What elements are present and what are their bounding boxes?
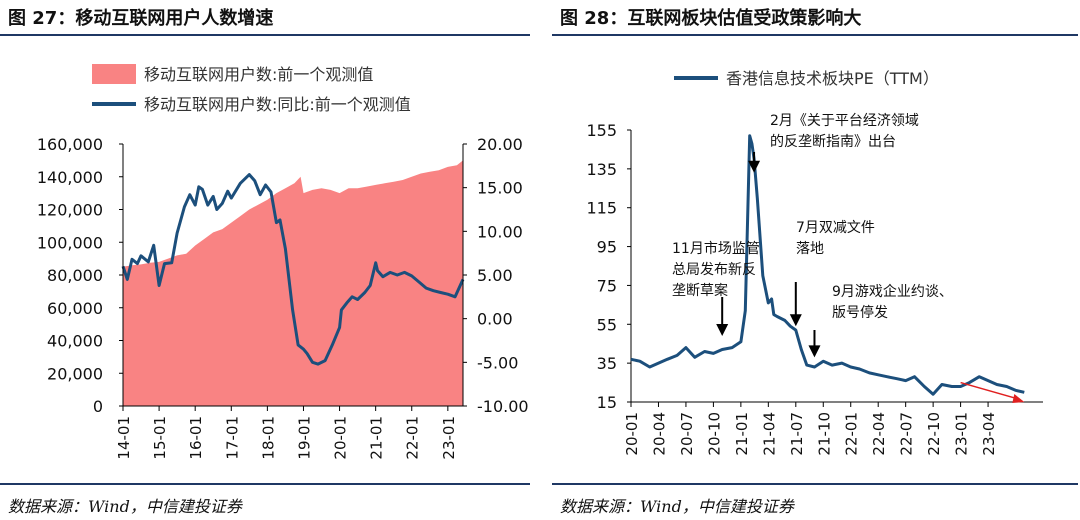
x-tick-label: 23-01 [440, 416, 458, 460]
y-right-tick-label: 0.00 [477, 310, 513, 329]
bottom-divider [552, 483, 1078, 485]
y-left-tick-label: 140,000 [37, 168, 103, 187]
legend-label: 移动互联网用户数:前一个观测值 [144, 65, 373, 84]
x-tick-label: 20-07 [678, 412, 696, 456]
y-tick-label: 135 [586, 160, 617, 179]
source-note: 数据来源：Wind，中信建投证券 [560, 497, 794, 516]
y-right-tick-label: -10.00 [477, 397, 529, 416]
annotation-text: 的反垄断指南》出台 [770, 134, 896, 150]
annotation-text: 2月《关于平台经济领域 [770, 113, 919, 129]
y-right-tick-label: 10.00 [477, 222, 523, 241]
x-tick-label: 21-10 [815, 412, 833, 456]
y-left-tick-label: 160,000 [37, 135, 103, 154]
annotation-text: 垄断草案 [672, 282, 728, 299]
annotation-arrow-head [808, 345, 821, 358]
annotation-text: 落地 [796, 241, 824, 257]
y-right-tick-label: 5.00 [477, 266, 513, 285]
pe-valuation-chart: 香港信息技术板块PE（TTM） 155 135 115 95 75 55 35 15 20-01 2… [586, 69, 1043, 456]
x-tick-label: 15-01 [151, 416, 169, 460]
x-tick-label: 20-04 [650, 412, 668, 456]
x-tick-label: 14-01 [115, 416, 133, 460]
x-tick-label: 21-01 [733, 412, 751, 456]
x-tick-label: 19-01 [295, 416, 313, 460]
figure-28-title: 图 28：互联网板块估值受政策影响大 [560, 8, 862, 29]
x-tick-label: 22-07 [898, 412, 916, 456]
x-tick-label: 18-01 [259, 416, 277, 460]
figure-27-panel: 图 27：移动互联网用户人数增速 移动互联网用户数:前一个观测值 移动互联网用户数… [0, 0, 535, 520]
y-left-tick-label: 60,000 [47, 299, 103, 318]
annotation-text: 7月双减文件 [796, 220, 875, 236]
x-tick-label: 16-01 [187, 416, 205, 460]
legend-label: 香港信息技术板块PE（TTM） [726, 69, 939, 88]
x-tick-label: 20-10 [705, 412, 723, 456]
legend-label: 移动互联网用户数:同比:前一个观测值 [144, 95, 411, 114]
x-tick-label: 21-01 [368, 416, 386, 460]
x-tick-label: 21-07 [788, 412, 806, 456]
title-divider [0, 34, 530, 36]
x-tick-label: 22-10 [925, 412, 943, 456]
source-note: 数据来源：Wind，中信建投证券 [8, 497, 242, 516]
x-tick-label: 17-01 [223, 416, 241, 460]
x-tick-label: 22-01 [404, 416, 422, 460]
y-left-tick-label: 40,000 [47, 332, 103, 351]
x-tick-label: 22-01 [843, 412, 861, 456]
bottom-divider [0, 483, 530, 485]
y-right-tick-label: 20.00 [477, 135, 523, 154]
y-right-tick-label: 15.00 [477, 179, 523, 198]
y-tick-label: 15 [597, 393, 617, 412]
annotation-text: 总局发布新反 [672, 262, 756, 278]
user-count-area [123, 160, 463, 406]
trend-arrow-shaft [960, 381, 1019, 400]
x-tick-label: 23-04 [980, 412, 998, 456]
title-divider [552, 34, 1078, 36]
trend-arrow-head [1012, 394, 1025, 403]
pe-ttm-line [630, 134, 1025, 396]
annotation-text: 11月市场监管 [672, 240, 760, 257]
y-left-tick-label: 20,000 [47, 364, 103, 383]
y-right-tick-label: -5.00 [477, 353, 518, 372]
y-left-tick-label: 100,000 [37, 233, 103, 252]
yoy-growth-line [121, 173, 465, 366]
x-tick-label: 20-01 [623, 412, 641, 456]
y-tick-label: 95 [597, 238, 617, 257]
annotation-text: 版号停发 [832, 304, 888, 321]
y-left-tick-label: 80,000 [47, 266, 103, 285]
y-tick-label: 35 [597, 354, 617, 373]
x-tick-label: 21-04 [760, 412, 778, 456]
x-tick-label: 20-01 [332, 416, 350, 460]
figure-28-panel: 图 28：互联网板块估值受政策影响大 香港信息技术板块PE（TTM） 155 135… [548, 0, 1080, 520]
y-tick-label: 155 [586, 121, 617, 140]
y-tick-label: 115 [586, 199, 617, 218]
x-tick-label: 22-04 [870, 412, 888, 456]
x-tick-label: 23-01 [953, 412, 971, 456]
annotation-arrow-head [716, 323, 729, 336]
figure-27-title: 图 27：移动互联网用户人数增速 [8, 8, 274, 29]
y-tick-label: 75 [597, 276, 617, 295]
legend-swatch-area [92, 64, 136, 84]
y-left-tick-label: 120,000 [37, 201, 103, 220]
y-tick-label: 55 [597, 315, 617, 334]
annotation-text: 9月游戏企业约谈、 [832, 283, 953, 300]
annotation-arrow-head [748, 160, 761, 173]
y-left-tick-label: 0 [93, 397, 103, 416]
annotation-arrow-head [789, 314, 802, 327]
